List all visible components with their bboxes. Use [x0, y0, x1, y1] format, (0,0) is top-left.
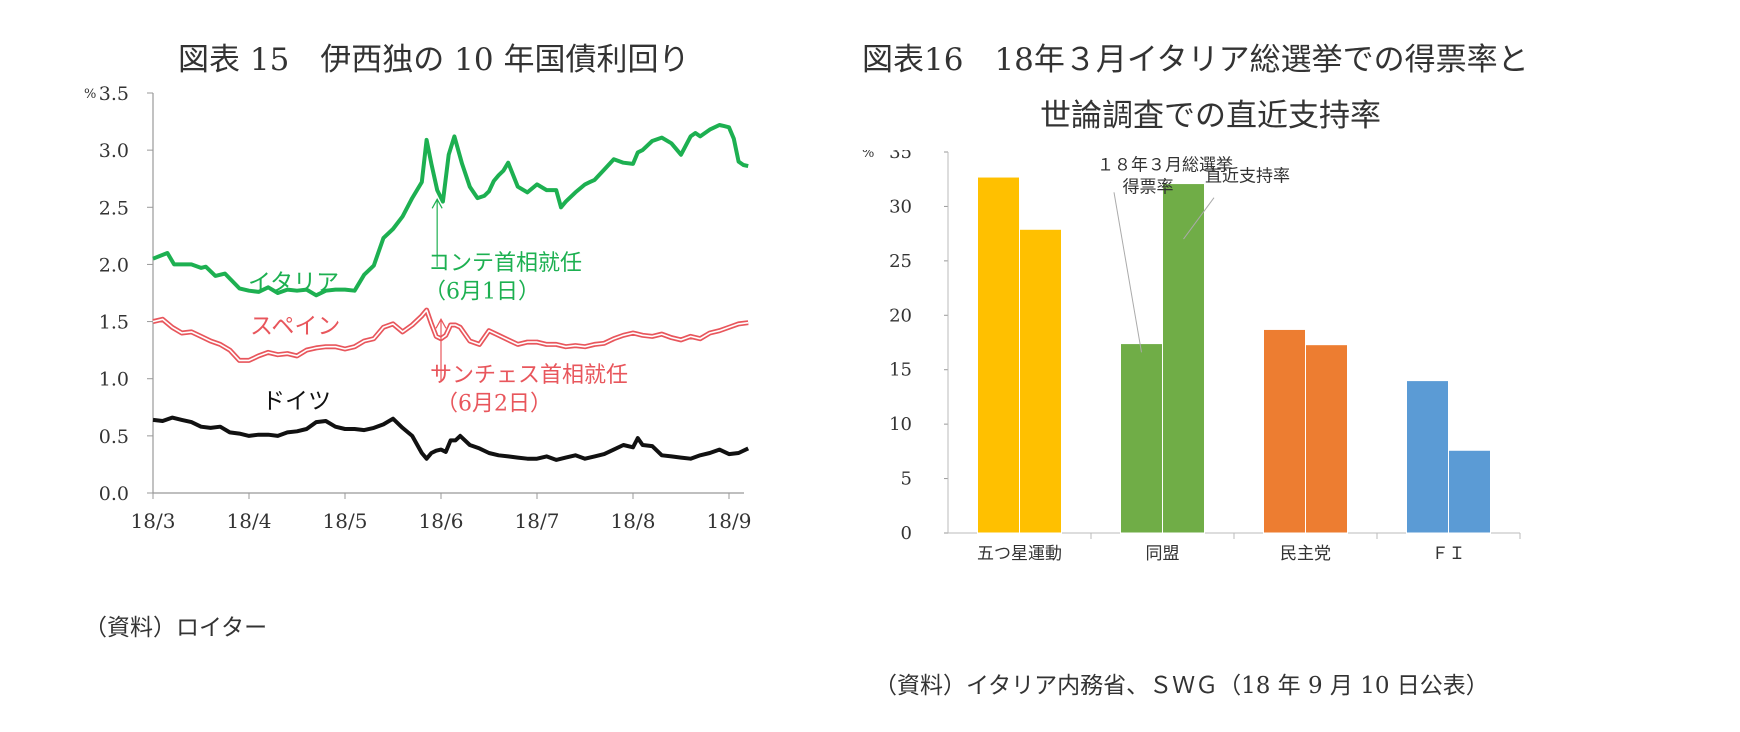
- bar-category-label: ＦＩ: [1432, 544, 1466, 564]
- right-chart-title-line1: 図表16 18年３月イタリア総選挙での得票率と: [862, 42, 1529, 78]
- bar-election-2: [1263, 328, 1306, 534]
- germany-line: [152, 415, 750, 462]
- y-unit-label: %: [84, 87, 96, 102]
- election-annotation-line2: 得票率: [1123, 177, 1174, 197]
- poll-annotation-label: 直近支持率: [1205, 166, 1290, 186]
- bar-poll-3: [1448, 449, 1491, 534]
- spain-line-inner: [152, 309, 749, 362]
- sanchez-arrow-head: [435, 318, 447, 329]
- bar-category-label: 民主党: [1280, 544, 1331, 564]
- x-tick-label: 18/4: [227, 509, 272, 533]
- bar-y-tick-label: 35: [889, 150, 912, 163]
- bar-y-tick-label: 20: [889, 305, 912, 326]
- conte-annotation-line1: コンテ首相就任: [428, 251, 582, 276]
- y-tick-label: 0.0: [99, 483, 129, 505]
- conte-arrow-head: [431, 198, 443, 209]
- bar-election-0: [977, 176, 1020, 534]
- bar-y-tick-label: 25: [889, 251, 912, 272]
- sanchez-annotation-line2: （6月2日）: [436, 392, 552, 417]
- bar-y-tick-label: 30: [889, 196, 912, 217]
- y-tick-label: 2.5: [99, 197, 129, 219]
- bar-category-label: 同盟: [1146, 544, 1180, 564]
- bar-poll-0: [1019, 228, 1062, 534]
- y-tick-label: 3.5: [99, 83, 129, 105]
- bar-y-tick-label: 5: [901, 469, 912, 490]
- bar-y-unit-label: %: [862, 150, 874, 161]
- election-annotation-line1: １８年３月総選挙: [1097, 156, 1233, 176]
- y-tick-label: 0.5: [99, 426, 129, 448]
- y-tick-label: 1.0: [99, 369, 129, 391]
- x-tick-label: 18/5: [323, 509, 368, 533]
- germany-series-label: ドイツ: [262, 389, 331, 415]
- bar-election-1: [1120, 343, 1163, 534]
- right-figure: 図表16 18年３月イタリア総選挙での得票率と 世論調査での直近支持率 0 5 10…: [850, 0, 1740, 732]
- election-leader-line: [1113, 192, 1142, 353]
- y-tick-label: 3.0: [99, 140, 129, 162]
- y-tick-label: 1.5: [99, 312, 129, 334]
- italy-series-label: イタリア: [248, 270, 339, 296]
- italy-line: [152, 123, 749, 298]
- bar-election-3: [1406, 380, 1449, 534]
- bar-y-tick-label: 10: [889, 414, 912, 435]
- bar-y-tick-label: 0: [901, 523, 912, 544]
- left-figure: 図表 15 伊西独の 10 年国債利回り 0.0 0.5 1.0 1.5 2.0 2.5 3…: [0, 0, 850, 732]
- poll-leader-line: [1183, 197, 1215, 240]
- x-tick-label: 18/3: [131, 509, 176, 533]
- right-source-note: （資料）イタリア内務省、ＳＷＧ（18 年 9 月 10 日公表）: [874, 673, 1489, 699]
- x-tick-label: 18/7: [515, 509, 560, 533]
- x-tick-label: 18/6: [419, 509, 464, 533]
- left-chart-title: 図表 15 伊西独の 10 年国債利回り: [178, 42, 690, 78]
- sanchez-annotation-line1: サンチェス首相就任: [430, 363, 628, 388]
- left-source-note: （資料）ロイター: [84, 615, 268, 641]
- y-tick-label: 2.0: [99, 254, 129, 276]
- bar-category-label: 五つ星運動: [977, 544, 1062, 564]
- spain-series-label: スペイン: [250, 313, 340, 339]
- bar-poll-1: [1162, 183, 1205, 534]
- x-tick-label: 18/9: [707, 509, 752, 533]
- x-tick-label: 18/8: [611, 509, 656, 533]
- right-chart-title-line2: 世論調査での直近支持率: [1040, 98, 1381, 134]
- bar-y-tick-label: 15: [889, 360, 912, 381]
- conte-annotation-line2: （6月1日）: [424, 280, 540, 305]
- line-chart: 0.0 0.5 1.0 1.5 2.0 2.5 3.0 3.5% 18/3 18/4 18/5 18/…: [84, 83, 752, 533]
- bar-poll-2: [1305, 344, 1348, 534]
